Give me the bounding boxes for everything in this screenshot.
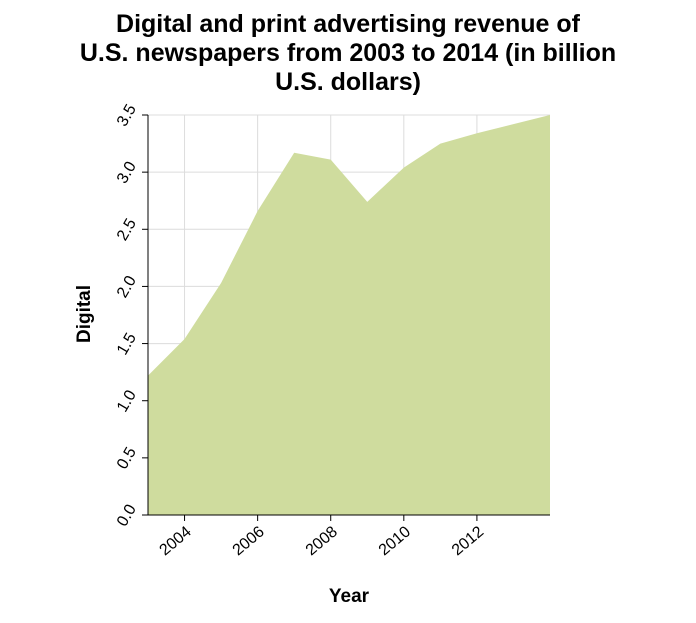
x-tick-label: 2008 (303, 523, 341, 559)
y-tick-label: 0.0 (114, 502, 140, 530)
chart-title-line-2: U.S. newspapers from 2003 to 2014 (in bi… (80, 39, 616, 67)
area-series-0 (148, 115, 550, 515)
chart-title-line-1: Digital and print advertising revenue of (116, 10, 581, 38)
y-tick-label: 3.0 (114, 159, 140, 187)
y-tick-label: 2.5 (114, 216, 140, 244)
chart-title-line-3: U.S. dollars) (275, 68, 421, 96)
x-tick-label: 2004 (157, 523, 195, 559)
y-tick-label: 1.5 (114, 330, 140, 358)
x-tick-label: 2006 (230, 523, 268, 559)
y-tick-label: 2.0 (114, 273, 140, 301)
y-tick-label: 3.5 (114, 102, 140, 130)
x-tick-label: 2012 (449, 523, 487, 559)
x-tick-label: 2010 (376, 523, 414, 559)
y-tick-label: 0.5 (114, 444, 140, 472)
area-series (148, 115, 550, 515)
y-tick-label: 1.0 (114, 387, 140, 415)
y-axis-title: Digital (74, 285, 95, 343)
x-axis-title: Year (329, 586, 370, 607)
